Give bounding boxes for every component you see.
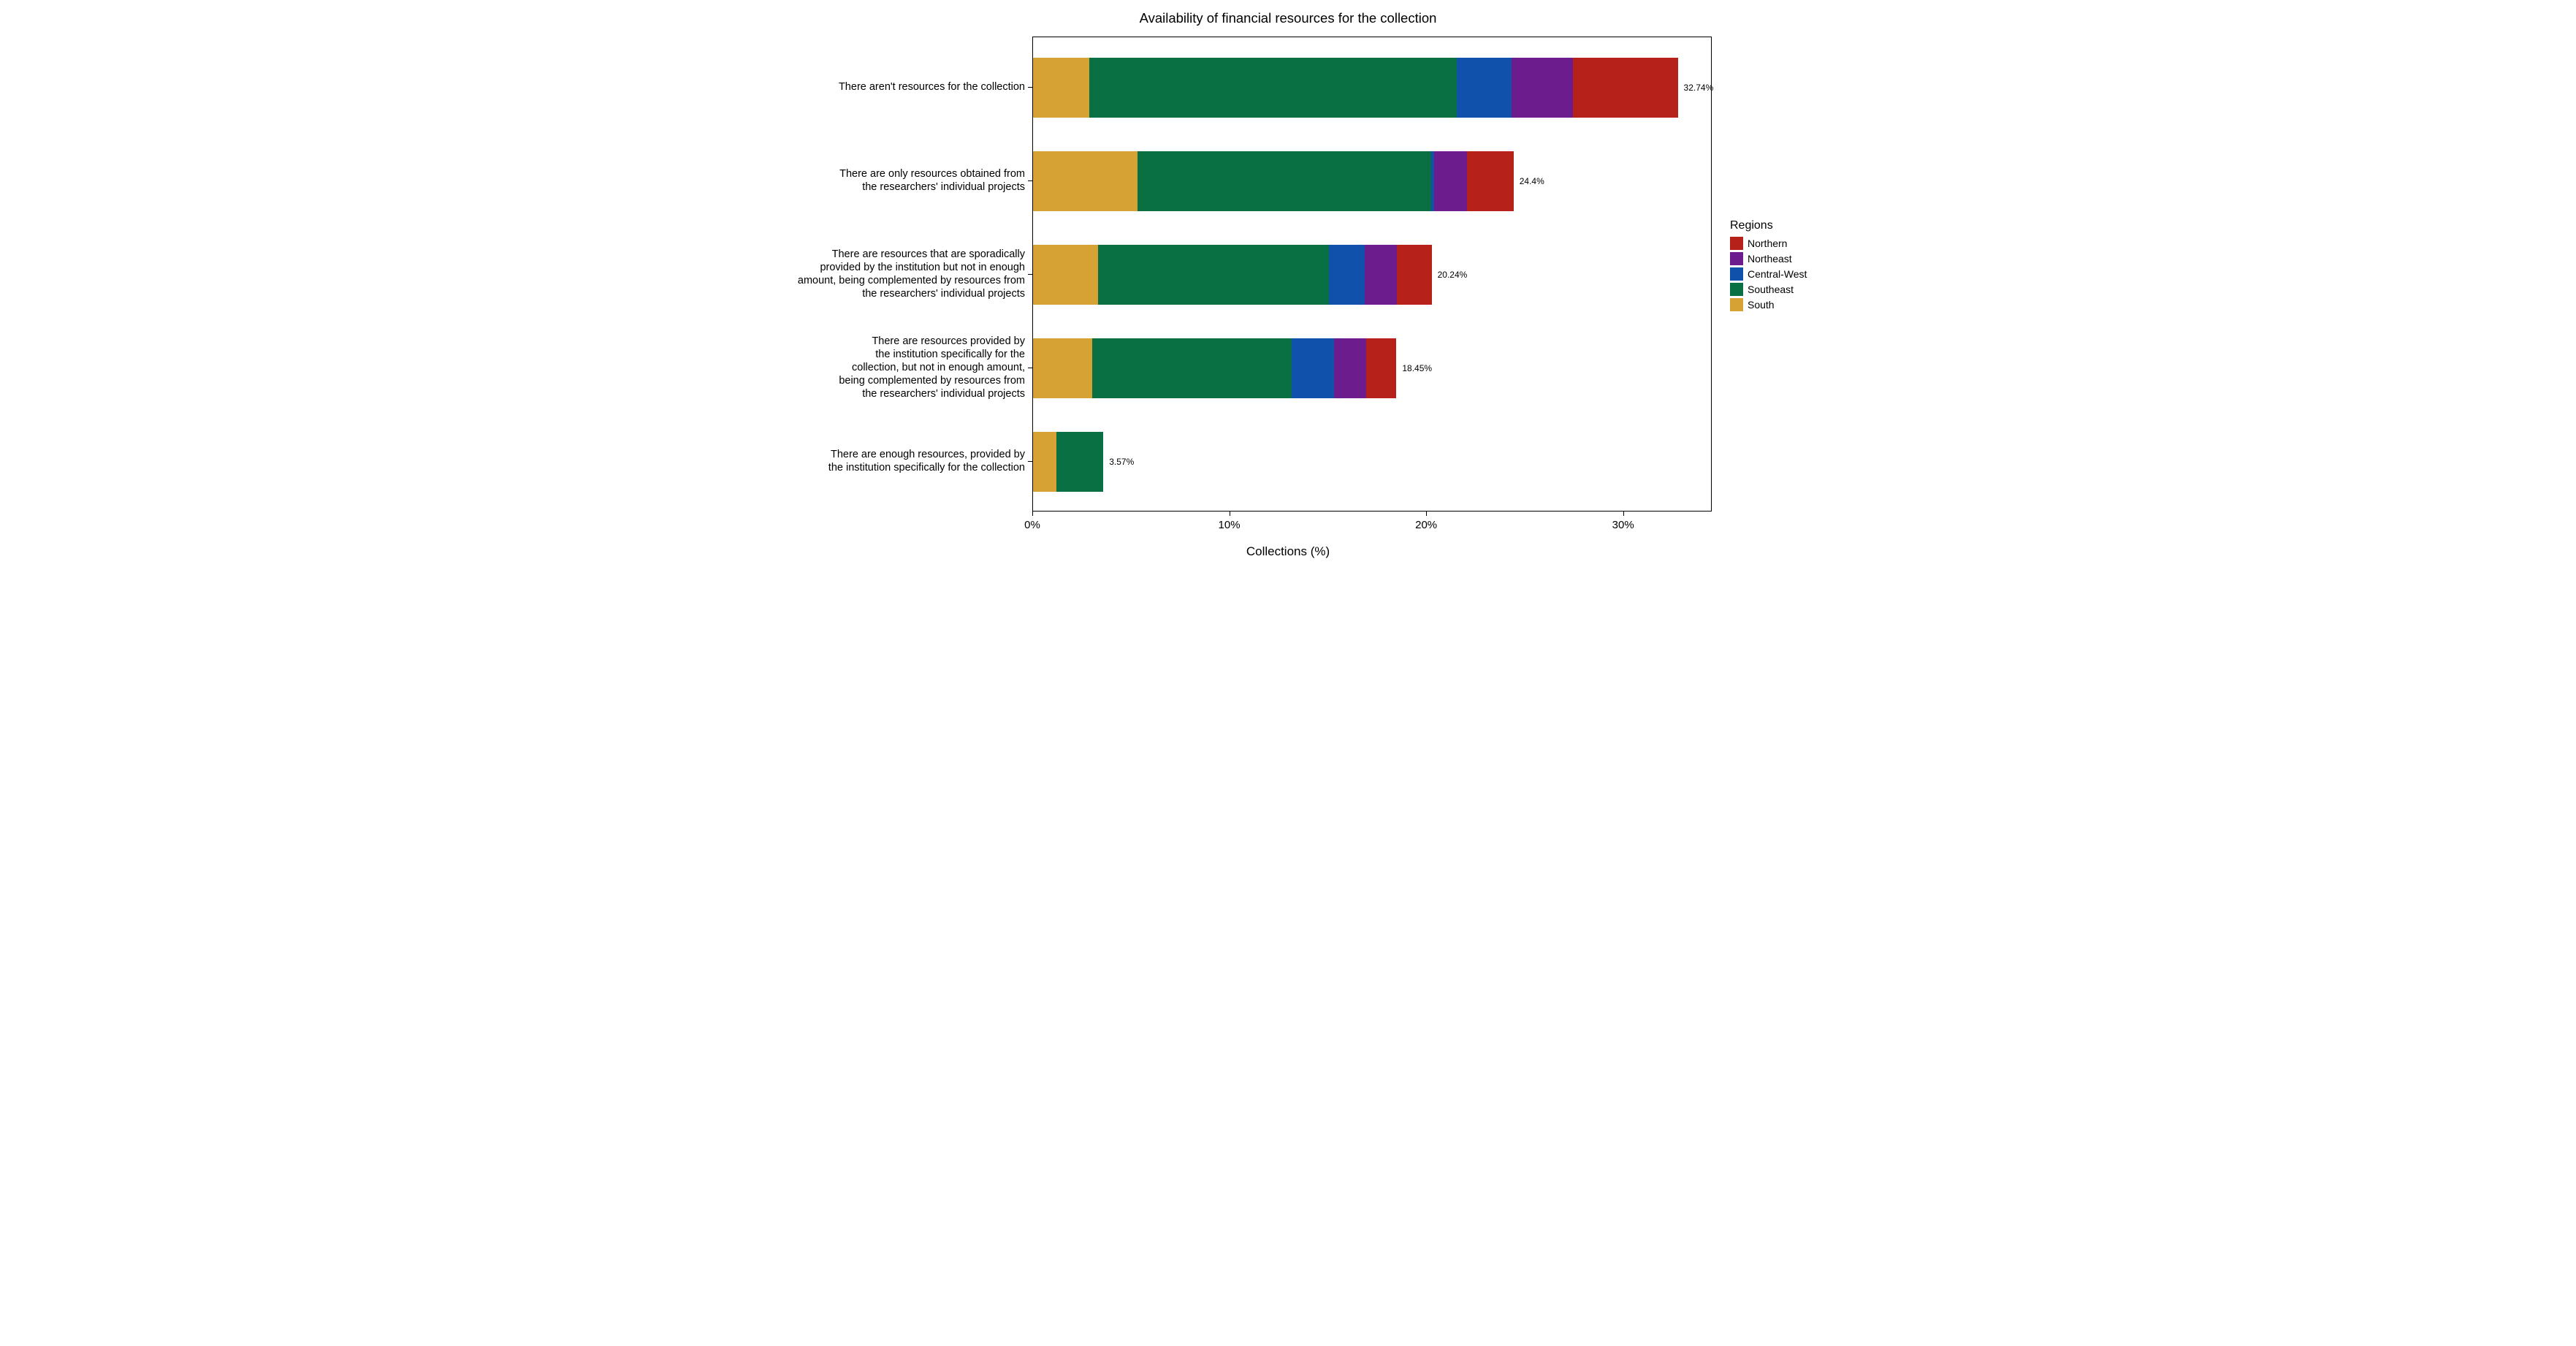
bar-segment xyxy=(1292,338,1334,398)
bar-segment xyxy=(1033,151,1138,211)
legend-item: South xyxy=(1730,298,1807,311)
y-category-label: There are resources provided by the inst… xyxy=(747,335,1025,401)
bar-segment xyxy=(1365,245,1397,305)
legend-title: Regions xyxy=(1730,219,1807,232)
y-tick xyxy=(1028,180,1032,182)
y-tick xyxy=(1028,87,1032,88)
y-category-label: There are resources that are sporadicall… xyxy=(747,248,1025,301)
bar-segment xyxy=(1457,58,1512,118)
legend-swatch xyxy=(1730,252,1743,265)
bar-segment xyxy=(1334,338,1365,398)
y-category-label: There are only resources obtained from t… xyxy=(747,167,1025,194)
bar-total-label: 32.74% xyxy=(1684,83,1714,93)
legend-swatch xyxy=(1730,298,1743,311)
x-tick-label: 20% xyxy=(1415,519,1437,531)
bar-segment xyxy=(1467,151,1513,211)
bar-segment xyxy=(1089,58,1457,118)
legend-label: South xyxy=(1748,299,1775,311)
y-tick xyxy=(1028,461,1032,463)
y-category-label: There are enough resources, provided by … xyxy=(747,448,1025,474)
bar-segment xyxy=(1033,432,1056,492)
x-tick-label: 30% xyxy=(1612,519,1634,531)
bar-segment xyxy=(1056,432,1104,492)
legend-item: Northern xyxy=(1730,237,1807,250)
bar-total-label: 18.45% xyxy=(1402,363,1432,373)
y-tick xyxy=(1028,274,1032,275)
bar-segment xyxy=(1138,151,1431,211)
bar-segment xyxy=(1092,338,1292,398)
legend-swatch xyxy=(1730,283,1743,296)
plot-panel: 32.74% 24.4% 20.24% 18.45% 3.57% xyxy=(1032,37,1712,512)
chart-container: Availability of financial resources for … xyxy=(740,0,1836,574)
legend-item: Central-West xyxy=(1730,267,1807,281)
bar-segment xyxy=(1397,245,1431,305)
legend-label: Northern xyxy=(1748,237,1787,249)
bar-segment xyxy=(1329,245,1365,305)
y-category-label: There aren't resources for the collectio… xyxy=(747,80,1025,94)
bar-segment xyxy=(1033,245,1098,305)
chart-title: Availability of financial resources for … xyxy=(740,10,1836,26)
x-tick xyxy=(1426,512,1428,516)
bar-segment xyxy=(1033,58,1089,118)
bar-segment xyxy=(1512,58,1573,118)
bar-segment xyxy=(1033,338,1092,398)
bar-segment xyxy=(1098,245,1329,305)
bar-total-label: 3.57% xyxy=(1109,457,1134,467)
bar-segment xyxy=(1434,151,1468,211)
bar-segment xyxy=(1573,58,1678,118)
x-axis-title: Collections (%) xyxy=(740,544,1836,559)
legend-label: Southeast xyxy=(1748,284,1794,295)
x-tick xyxy=(1623,512,1625,516)
legend-swatch xyxy=(1730,267,1743,281)
x-tick-label: 10% xyxy=(1219,519,1241,531)
x-tick xyxy=(1230,512,1231,516)
legend-swatch xyxy=(1730,237,1743,250)
legend-item: Southeast xyxy=(1730,283,1807,296)
x-tick-label: 0% xyxy=(1024,519,1040,531)
bar-total-label: 24.4% xyxy=(1520,176,1544,186)
bar-segment xyxy=(1366,338,1397,398)
x-tick xyxy=(1032,512,1034,516)
legend-item: Northeast xyxy=(1730,252,1807,265)
legend-label: Central-West xyxy=(1748,268,1807,280)
bar-total-label: 20.24% xyxy=(1438,270,1468,280)
legend: Regions Northern Northeast Central-West Sou… xyxy=(1730,219,1807,313)
legend-label: Northeast xyxy=(1748,253,1792,265)
y-tick xyxy=(1028,368,1032,369)
